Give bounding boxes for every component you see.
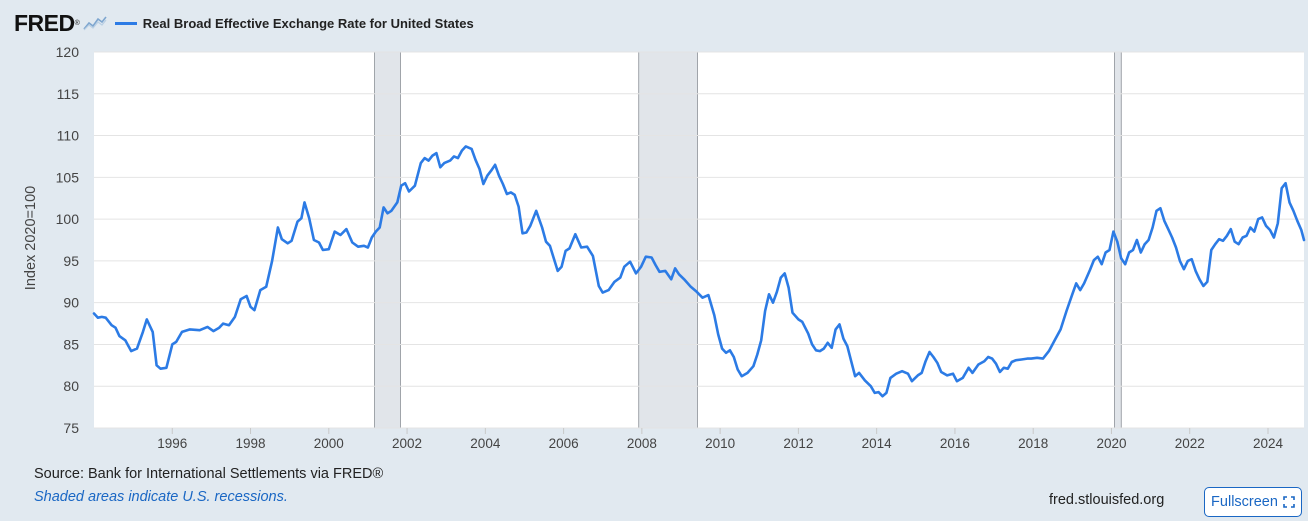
series-line[interactable] — [92, 145, 1306, 398]
x-tick-label: 2018 — [1018, 436, 1048, 451]
y-tick-label: 110 — [57, 128, 80, 144]
x-tick-label: 2006 — [549, 436, 579, 451]
x-tick-label: 2014 — [862, 436, 893, 451]
x-tick-label: 2024 — [1253, 436, 1284, 451]
legend-label: Real Broad Effective Exchange Rate for U… — [142, 15, 474, 31]
y-tick-label: 105 — [56, 169, 80, 185]
plot-area — [94, 52, 1304, 428]
x-tick-label: 2020 — [1096, 436, 1126, 451]
fullscreen-icon — [1283, 496, 1295, 508]
fred-logo-text: FRED — [14, 9, 75, 36]
y-tick-label: 115 — [57, 86, 80, 102]
x-tick-label: 2004 — [470, 436, 501, 451]
recession-note: Shaded areas indicate U.S. recessions. — [34, 489, 288, 505]
registered-mark: ® — [74, 19, 80, 27]
recession-band — [638, 51, 698, 429]
x-tick-label: 2000 — [314, 436, 344, 451]
y-tick-label: 85 — [63, 336, 79, 352]
y-tick-label: 80 — [63, 378, 79, 394]
x-tick-label: 2012 — [783, 436, 813, 451]
y-tick-label: 120 — [56, 44, 80, 60]
recession-band — [374, 51, 401, 429]
x-tick-label: 2022 — [1175, 436, 1205, 451]
site-url[interactable]: fred.stlouisfed.org — [1049, 492, 1165, 508]
legend-swatch — [114, 21, 137, 25]
y-axis-label: Index 2020=100 — [23, 186, 39, 290]
fullscreen-button[interactable]: Fullscreen — [1204, 487, 1302, 517]
fullscreen-label: Fullscreen — [1211, 494, 1278, 510]
fred-logo[interactable]: FRED ® — [14, 10, 107, 37]
chart-header: FRED ® Real Broad Effective Exchange Rat… — [14, 8, 474, 38]
x-tick-label: 2008 — [627, 436, 657, 451]
x-tick-label: 2016 — [940, 436, 970, 451]
x-tick-label: 2010 — [705, 436, 735, 451]
x-tick-label: 2002 — [392, 436, 422, 451]
y-tick-label: 90 — [63, 295, 79, 311]
fred-graph-icon — [83, 16, 107, 31]
x-tick-label: 1998 — [236, 436, 266, 451]
chart-legend: Real Broad Effective Exchange Rate for U… — [114, 15, 474, 31]
y-tick-label: 100 — [56, 211, 80, 227]
y-tick-label: 75 — [63, 420, 79, 436]
source-text: Source: Bank for International Settlemen… — [34, 466, 384, 482]
x-tick-label: 1996 — [157, 436, 187, 451]
y-tick-label: 95 — [63, 253, 79, 269]
